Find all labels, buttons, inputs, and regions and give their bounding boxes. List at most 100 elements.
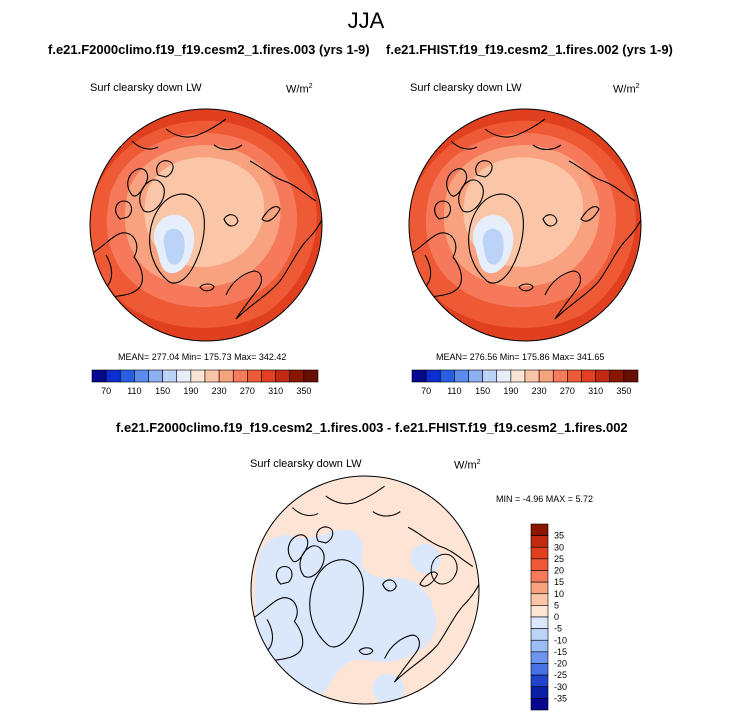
left-colorbar-box (247, 369, 262, 383)
right-colorbar-box (468, 369, 483, 383)
right-colorbar-box (538, 369, 554, 383)
right-colorbar-tick-label: 230 (532, 386, 547, 396)
left-colorbar-tick-label: 150 (155, 386, 170, 396)
left-colorbar-box (162, 369, 178, 383)
diff-colorbar-box (530, 523, 549, 536)
right-stats: MEAN= 276.56 Min= 175.86 Max= 341.65 (436, 352, 605, 362)
right-colorbar-box (510, 369, 526, 383)
diff-stats: MIN = -4.96 MAX = 5.72 (496, 494, 594, 504)
diff-colorbar-box (530, 593, 549, 606)
right-colorbar-box (496, 369, 512, 383)
left-panel-title: f.e21.F2000climo.f19_f19.cesm2_1.fires.0… (48, 42, 370, 57)
diff-colorbar-box (530, 639, 549, 653)
left-map-border (89, 108, 323, 342)
left-colorbar-box (303, 369, 319, 383)
right-colorbar-box (595, 369, 611, 383)
diff-colorbar-tick-label: -20 (554, 659, 567, 669)
diff-colorbar-box (530, 663, 549, 676)
right-colorbar-box (581, 369, 596, 383)
right-colorbar-tick-label: 270 (560, 386, 575, 396)
left-colorbar-box (232, 369, 248, 383)
left-colorbar-box (91, 369, 107, 383)
right-colorbar-box (623, 369, 639, 383)
right-colorbar-tick-label: 190 (503, 386, 518, 396)
right-colorbar-box (425, 369, 441, 383)
diff-colorbar-tick-label: -30 (554, 682, 567, 692)
right-colorbar-box (482, 369, 498, 383)
diff-colorbar-tick-label: 35 (554, 531, 564, 541)
right-colorbar-box (524, 369, 540, 383)
right-map-border (408, 108, 642, 342)
left-colorbar-box (105, 369, 121, 383)
diff-colorbar-tick-label: -5 (554, 624, 562, 634)
right-colorbar-tick-label: 150 (475, 386, 490, 396)
right-colorbar-box (567, 369, 582, 383)
diff-units: W/m2 (454, 459, 481, 472)
left-colorbar-tick-label: 310 (268, 386, 283, 396)
diff-colorbar-box (530, 546, 549, 560)
right-colorbar-box (552, 369, 568, 383)
left-colorbar-box (119, 369, 135, 383)
diff-colorbar-box (530, 698, 549, 711)
right-colorbar-tick-label: 110 (447, 386, 461, 396)
left-colorbar-box (261, 369, 276, 383)
left-colorbar-tick-label: 350 (296, 386, 311, 396)
diff-colorbar-box (530, 628, 549, 641)
diff-colorbar-tick-label: -25 (554, 670, 567, 680)
diff-colorbar-tick-label: 10 (554, 589, 564, 599)
diff-colorbar-tick-label: -15 (554, 647, 567, 657)
diff-polar-map (251, 476, 479, 704)
diff-colorbar-box (530, 651, 549, 664)
left-colorbar-box (134, 369, 149, 383)
left-colorbar-tick-label: 110 (127, 386, 141, 396)
diff-colorbar-box (530, 605, 549, 618)
left-units: W/m2 (286, 83, 313, 96)
right-colorbar-box (454, 369, 469, 383)
left-stats: MEAN= 277.04 Min= 175.73 Max= 342.42 (118, 352, 287, 362)
diff-colorbar-box (530, 570, 549, 583)
left-colorbar-tick-label: 230 (212, 386, 227, 396)
right-colorbar-tick-label: 310 (588, 386, 603, 396)
left-colorbar-box (275, 369, 291, 383)
left-colorbar-tick-label: 190 (183, 386, 198, 396)
diff-colorbar-tick-label: 25 (554, 554, 564, 564)
diff-colorbar-box (530, 581, 549, 595)
diff-colorbar-tick-label: 5 (554, 600, 559, 610)
right-units: W/m2 (613, 83, 640, 96)
right-colorbar-tick-label: 350 (616, 386, 631, 396)
left-colorbar-box (218, 369, 234, 383)
diff-colorbar-tick-label: 30 (554, 542, 564, 552)
diff-colorbar-box (530, 535, 549, 548)
left-colorbar-box (176, 369, 192, 383)
right-colorbar: 70 110 150 190 230 270 310 350 (411, 369, 639, 396)
diff-colorbar-tick-label: 0 (554, 612, 559, 622)
left-colorbar-box (204, 369, 220, 383)
diff-colorbar-tick-label: -35 (554, 693, 567, 703)
diff-colorbar-tick-label: -10 (554, 635, 567, 645)
left-colorbar-tick-label: 270 (240, 386, 255, 396)
left-colorbar: 70 110 150 190 230 270 310 350 (91, 369, 319, 396)
left-colorbar-tick-label: 70 (101, 386, 111, 396)
left-colorbar-box (190, 369, 206, 383)
diff-colorbar-box (530, 674, 549, 688)
diff-map-border (250, 475, 480, 705)
right-colorbar-box (439, 369, 455, 383)
figure-title: JJA (347, 8, 385, 33)
diff-field-negative-main (255, 529, 436, 700)
diff-field-negative-s (372, 674, 405, 704)
diff-colorbar-box (530, 616, 549, 629)
right-colorbar-box (411, 369, 427, 383)
diff-colorbar-tick-label: 20 (554, 566, 564, 576)
diff-panel-title: f.e21.F2000climo.f19_f19.cesm2_1.fires.0… (116, 420, 628, 435)
diff-colorbar-box (530, 686, 549, 699)
right-colorbar-tick-label: 70 (421, 386, 431, 396)
diff-field-negative-ne (410, 543, 441, 574)
right-panel-title: f.e21.FHIST.f19_f19.cesm2_1.fires.002 (y… (386, 42, 673, 57)
diff-colorbar-tick-label: 15 (554, 577, 564, 587)
right-colorbar-box (609, 369, 625, 383)
right-variable-label: Surf clearsky down LW (410, 82, 522, 94)
diff-colorbar-box (530, 558, 549, 571)
left-variable-label: Surf clearsky down LW (90, 82, 202, 94)
